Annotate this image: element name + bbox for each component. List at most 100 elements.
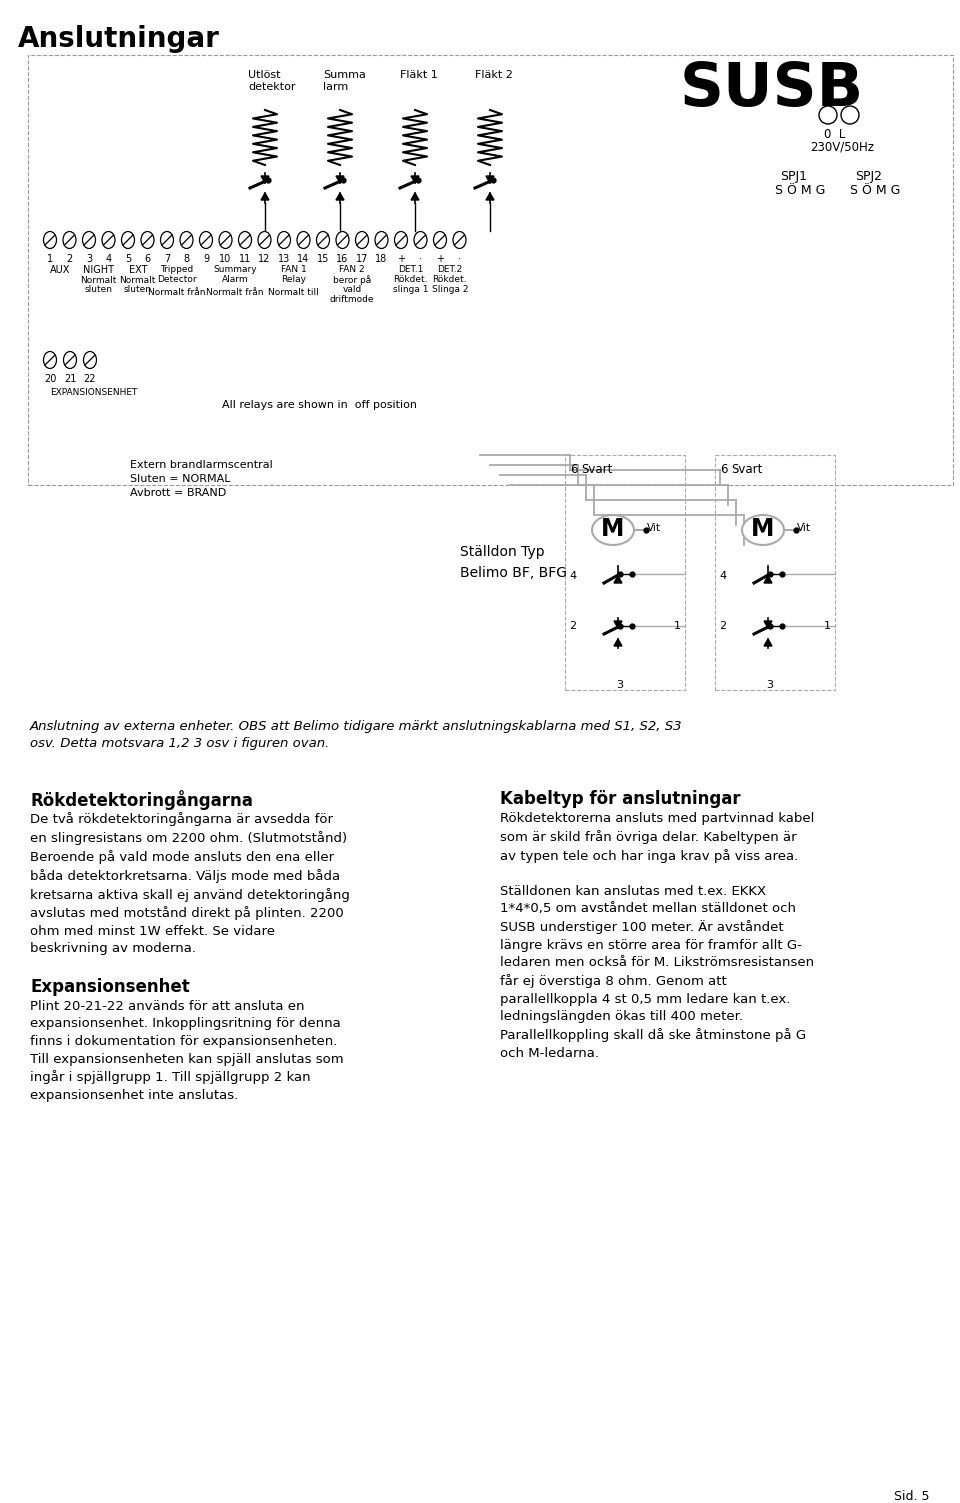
Text: Normalt från: Normalt från	[206, 289, 264, 298]
Ellipse shape	[592, 516, 634, 546]
Text: DET.2: DET.2	[437, 265, 463, 274]
Text: Relay: Relay	[281, 275, 306, 284]
Text: Extern brandlarmscentral
Sluten = NORMAL
Avbrott = BRAND: Extern brandlarmscentral Sluten = NORMAL…	[130, 460, 273, 497]
Ellipse shape	[355, 231, 369, 248]
Text: sluten: sluten	[124, 286, 152, 295]
Polygon shape	[764, 639, 772, 646]
Text: Utlöst
detektor: Utlöst detektor	[248, 71, 296, 92]
Polygon shape	[764, 576, 772, 583]
Bar	[715, 455, 835, 690]
Text: vald: vald	[343, 286, 362, 295]
Text: 1: 1	[47, 254, 53, 265]
Text: EXPANSIONSENHET: EXPANSIONSENHET	[50, 388, 137, 397]
Text: 17: 17	[356, 254, 369, 265]
Ellipse shape	[43, 352, 57, 368]
Text: 16: 16	[336, 254, 348, 265]
Text: driftmode: driftmode	[330, 295, 374, 304]
Ellipse shape	[742, 516, 784, 546]
Polygon shape	[411, 192, 419, 200]
Polygon shape	[614, 639, 622, 646]
Ellipse shape	[160, 231, 174, 248]
Circle shape	[841, 107, 859, 125]
Text: Normalt: Normalt	[81, 277, 117, 286]
Text: 2: 2	[719, 621, 726, 631]
Text: SUSB: SUSB	[680, 60, 864, 119]
Text: 5: 5	[125, 254, 132, 265]
Text: Vit: Vit	[797, 523, 811, 534]
Ellipse shape	[122, 231, 134, 248]
Text: +: +	[436, 254, 444, 265]
Text: 12: 12	[258, 254, 271, 265]
Ellipse shape	[414, 231, 427, 248]
Text: SPJ1: SPJ1	[780, 170, 807, 183]
Text: Fläkt 2: Fläkt 2	[475, 71, 513, 80]
Polygon shape	[336, 176, 344, 183]
Ellipse shape	[297, 231, 310, 248]
Text: 22: 22	[84, 374, 96, 383]
Ellipse shape	[219, 231, 232, 248]
Text: Normalt från: Normalt från	[148, 289, 205, 298]
Text: 2: 2	[569, 621, 576, 631]
Text: beror på: beror på	[333, 275, 372, 286]
Ellipse shape	[277, 231, 291, 248]
Text: Summary: Summary	[213, 265, 257, 274]
Polygon shape	[336, 192, 344, 200]
Text: Rökdet.: Rökdet.	[394, 275, 428, 284]
Text: S Ö M G: S Ö M G	[850, 183, 900, 197]
Text: 230V/50Hz: 230V/50Hz	[810, 140, 874, 153]
Text: +: +	[397, 254, 405, 265]
Ellipse shape	[238, 231, 252, 248]
Text: FAN 1: FAN 1	[281, 265, 306, 274]
Text: Anslutningar: Anslutningar	[18, 26, 220, 53]
Text: Anslutning av externa enheter. OBS att Belimo tidigare märkt anslutningskablarna: Anslutning av externa enheter. OBS att B…	[30, 720, 683, 750]
Text: Expansionsenhet: Expansionsenhet	[30, 978, 190, 996]
Text: 18: 18	[375, 254, 388, 265]
Text: Normalt: Normalt	[120, 277, 156, 286]
Text: 9: 9	[203, 254, 209, 265]
Text: 6: 6	[570, 463, 578, 476]
Ellipse shape	[434, 231, 446, 248]
Text: Plint 20-21-22 används för att ansluta en
expansionsenhet. Inkopplingsritning fö: Plint 20-21-22 används för att ansluta e…	[30, 999, 344, 1102]
Text: 4: 4	[106, 254, 111, 265]
Ellipse shape	[102, 231, 115, 248]
Text: SPJ2: SPJ2	[855, 170, 882, 183]
Text: sluten: sluten	[84, 286, 112, 295]
Text: Summa
larm: Summa larm	[323, 71, 366, 92]
Polygon shape	[486, 192, 494, 200]
Polygon shape	[486, 176, 494, 183]
Text: NIGHT: NIGHT	[84, 265, 114, 275]
Text: 8: 8	[183, 254, 189, 265]
Text: 3: 3	[86, 254, 92, 265]
Text: Alarm: Alarm	[222, 275, 249, 284]
Ellipse shape	[258, 231, 271, 248]
Text: Svart: Svart	[731, 463, 762, 476]
Polygon shape	[411, 176, 419, 183]
Circle shape	[819, 107, 837, 125]
Text: 3: 3	[766, 679, 774, 690]
Text: De två rökdetektoringångarna är avsedda för
en slingresistans om 2200 ohm. (Slut: De två rökdetektoringångarna är avsedda …	[30, 812, 349, 956]
Text: M: M	[601, 517, 625, 541]
Ellipse shape	[141, 231, 154, 248]
Ellipse shape	[200, 231, 212, 248]
Polygon shape	[764, 621, 772, 628]
Text: slinga 1: slinga 1	[393, 286, 428, 295]
Polygon shape	[614, 576, 622, 583]
Text: Slinga 2: Slinga 2	[431, 286, 468, 295]
Text: Svart: Svart	[581, 463, 612, 476]
Text: 4: 4	[569, 571, 576, 582]
Text: ·: ·	[419, 254, 422, 265]
Text: Sid. 5: Sid. 5	[895, 1489, 930, 1503]
Ellipse shape	[63, 352, 77, 368]
Text: AUX: AUX	[50, 265, 70, 275]
Text: Kabeltyp för anslutningar: Kabeltyp för anslutningar	[500, 791, 740, 809]
Ellipse shape	[395, 231, 407, 248]
Polygon shape	[261, 176, 269, 183]
Text: M: M	[752, 517, 775, 541]
Ellipse shape	[453, 231, 466, 248]
Text: 0  L: 0 L	[824, 128, 846, 141]
Text: 20: 20	[44, 374, 57, 383]
Text: Fläkt 1: Fläkt 1	[400, 71, 438, 80]
Text: 13: 13	[277, 254, 290, 265]
Text: 6: 6	[720, 463, 728, 476]
Text: Rökdetektorerna ansluts med partvinnad kabel
som är skild från övriga delar. Kab: Rökdetektorerna ansluts med partvinnad k…	[500, 812, 814, 1060]
